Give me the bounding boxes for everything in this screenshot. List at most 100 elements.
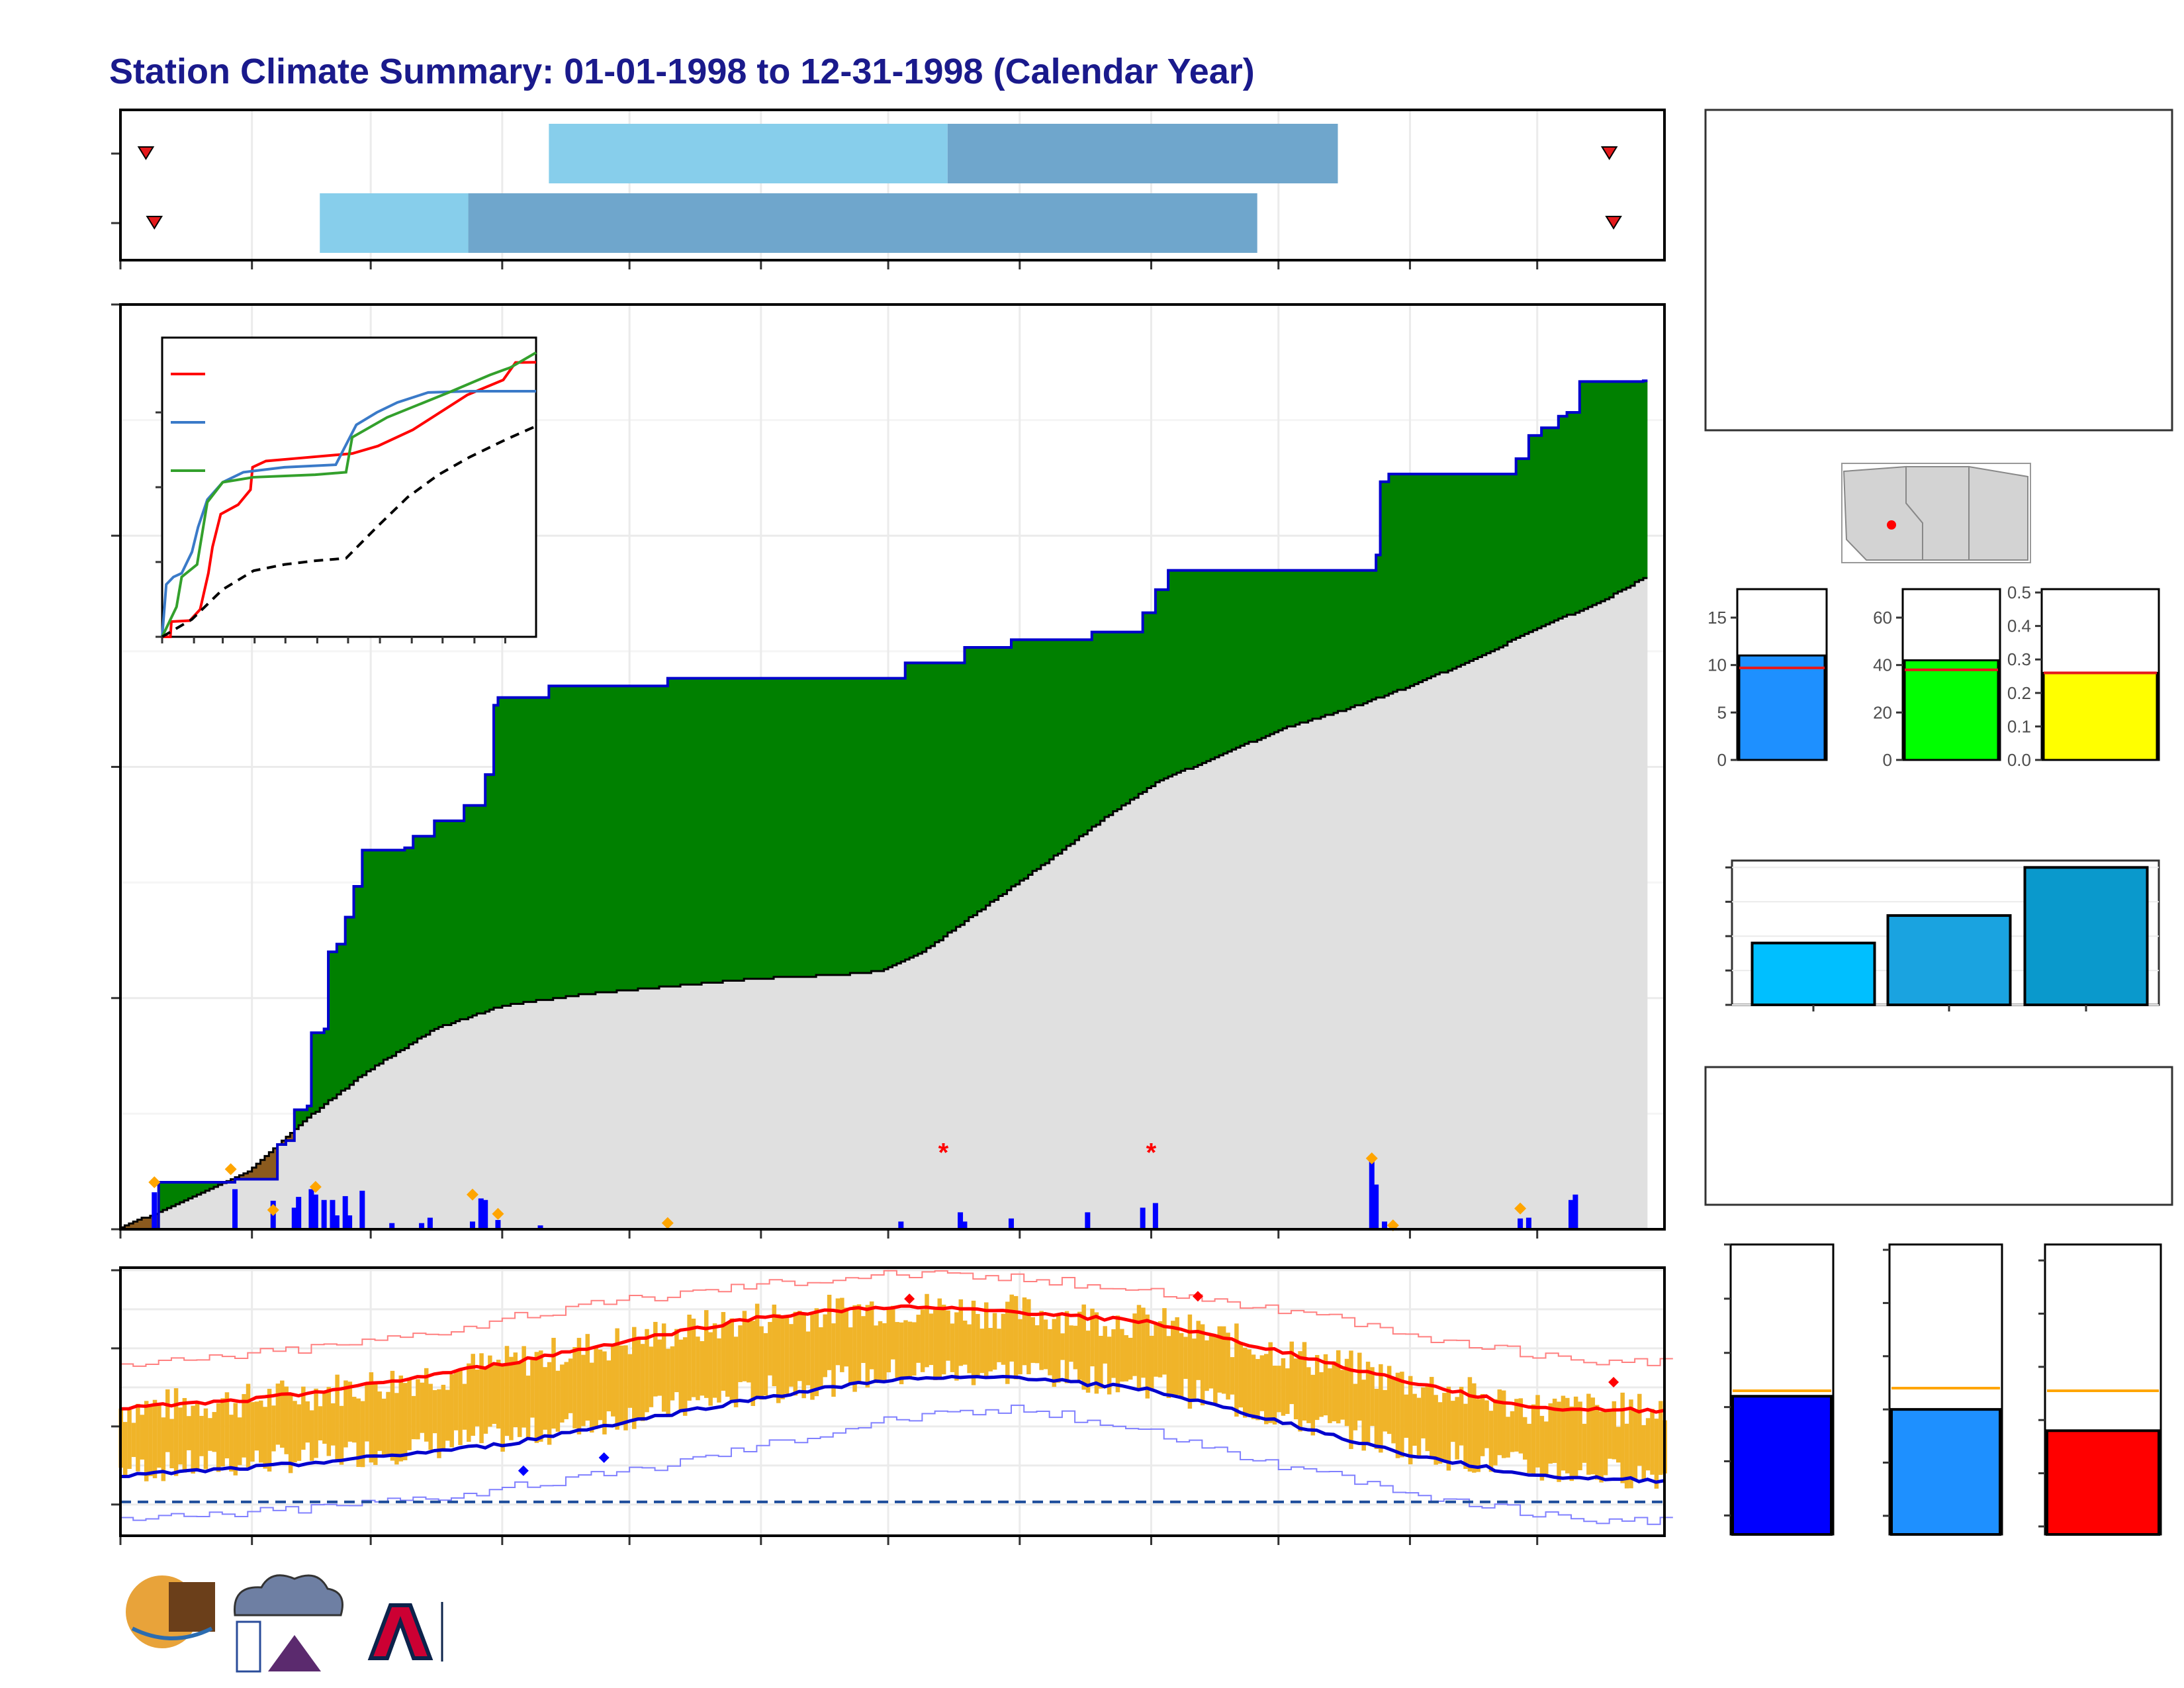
daily-temp-range-bar <box>496 1360 501 1429</box>
daily-temp-range-bar <box>1353 1383 1358 1430</box>
daily-temp-range-bar <box>852 1305 857 1392</box>
daily-temp-range-bar <box>645 1329 649 1413</box>
daily-temp-range-bar <box>1069 1325 1073 1362</box>
daily-temp-range-bar <box>390 1370 395 1461</box>
daily-temp-range-bar <box>1154 1323 1158 1377</box>
daily-precip-bar <box>308 1189 314 1229</box>
daily-temp-range-bar <box>1094 1312 1099 1394</box>
daily-temp-range-bar <box>432 1389 437 1434</box>
daily-temp-range-bar <box>776 1314 781 1403</box>
daily-temp-range-bar <box>729 1318 734 1401</box>
daily-temp-range-bar <box>878 1321 883 1380</box>
daily-temp-range-bar <box>1522 1417 1527 1460</box>
summary-y-tick-label: 0.5 <box>2007 583 2031 602</box>
daily-temp-range-bar <box>424 1368 429 1442</box>
daily-temp-range-bar <box>725 1322 730 1397</box>
event-marker <box>1514 1202 1527 1215</box>
daily-temp-range-bar <box>1573 1396 1578 1478</box>
daily-temp-range-bar <box>920 1309 925 1372</box>
daily-temp-range-bar <box>899 1322 904 1385</box>
temp-summary-bar-0 <box>1731 1395 1833 1536</box>
daily-temp-range-bar <box>402 1383 408 1460</box>
daily-temp-range-bar <box>483 1366 488 1434</box>
daily-precip-bar <box>1568 1199 1574 1229</box>
record-max-hit <box>1192 1291 1203 1302</box>
daily-temp-range-bar <box>1060 1333 1065 1360</box>
daily-temp-range-bar <box>1103 1326 1107 1364</box>
daily-temp-range-bar <box>1437 1402 1443 1464</box>
daily-temp-range-bar <box>479 1353 484 1444</box>
daily-temp-range-bar <box>233 1403 238 1476</box>
daily-temp-range-bar <box>606 1360 612 1412</box>
daily-temp-range-bar <box>1187 1314 1193 1409</box>
daily-temp-range-bar <box>467 1363 471 1442</box>
daily-temp-range-bar <box>339 1405 344 1465</box>
daily-temp-range-bar <box>237 1417 242 1466</box>
daily-temp-range-bar <box>1637 1393 1642 1466</box>
timing-bar-q25-q50 <box>549 124 948 183</box>
summary-y-tick-label: 15 <box>1707 608 1727 628</box>
daily-temp-range-bar <box>1421 1387 1426 1438</box>
daily-temp-range-bar <box>865 1305 870 1388</box>
daily-temp-range-bar <box>1226 1333 1230 1400</box>
daily-temp-range-bar <box>585 1334 590 1421</box>
daily-temp-range-bar <box>182 1397 187 1473</box>
daily-temp-range-bar <box>801 1313 806 1399</box>
daily-temp-range-bar <box>1298 1351 1302 1432</box>
daily-temp-range-bar <box>976 1313 980 1379</box>
page-title: Station Climate Summary: 01-01-1998 to 1… <box>109 52 1255 91</box>
daily-temp-range-bar <box>691 1318 696 1397</box>
daily-precip-bar <box>1518 1218 1524 1229</box>
daily-temp-range-bar <box>814 1308 819 1397</box>
daily-temp-range-bar <box>1620 1392 1625 1483</box>
daily-temp-range-bar <box>1302 1342 1307 1421</box>
daily-temp-range-bar <box>1314 1354 1320 1421</box>
daily-precip-bar <box>537 1225 543 1229</box>
avg-max-line <box>120 1304 1665 1414</box>
daily-temp-range-bar <box>229 1415 234 1472</box>
daily-temp-range-bar <box>301 1386 306 1450</box>
daily-temp-range-bar <box>475 1369 480 1427</box>
daily-temp-range-bar <box>1242 1347 1248 1418</box>
daily-temp-range-bar <box>1561 1395 1566 1471</box>
daily-temp-range-bar <box>416 1379 420 1440</box>
daily-temp-range-bar <box>810 1314 815 1400</box>
daily-temp-range-bar <box>1247 1349 1251 1416</box>
daily-temp-range-bar <box>1043 1319 1048 1370</box>
daily-temp-range-bar <box>627 1354 633 1408</box>
daily-temp-range-bar <box>1166 1336 1171 1398</box>
daily-temp-range-bar <box>670 1346 675 1401</box>
ua-logo-a <box>367 1603 433 1660</box>
daily-temp-range-bar <box>1349 1350 1353 1449</box>
daily-temp-range-bar <box>1149 1335 1154 1389</box>
summary-y-tick-label: 0.4 <box>2007 616 2031 636</box>
daily-temp-range-bar <box>1340 1370 1345 1420</box>
daily-temp-range-bar <box>1501 1390 1506 1458</box>
daily-temp-range-bar <box>1162 1308 1167 1375</box>
timing-first-marker <box>146 216 163 230</box>
daily-temp-range-bar <box>1476 1399 1480 1472</box>
daily-temp-range-bar <box>1391 1379 1396 1444</box>
record-min-hit <box>518 1465 529 1476</box>
daily-temp-range-bar <box>1641 1425 1646 1480</box>
daily-temp-range-bar <box>420 1382 425 1433</box>
daily-temp-range-bar <box>568 1358 573 1413</box>
daily-temp-range-bar <box>437 1389 441 1458</box>
daily-temp-range-bar <box>1158 1321 1163 1378</box>
daily-temp-range-bar <box>1336 1350 1341 1424</box>
daily-temp-range-bar <box>598 1349 603 1421</box>
precip-frame <box>119 303 1666 1231</box>
temperature-panel <box>111 1266 1673 1545</box>
daily-temp-range-bar <box>488 1355 492 1427</box>
daily-temp-range-bar <box>428 1383 433 1450</box>
daily-temp-range-bar <box>912 1322 917 1376</box>
daily-temp-range-bar <box>330 1403 336 1446</box>
daily-temp-range-bar <box>1259 1355 1265 1411</box>
daily-temp-range-bar <box>827 1294 832 1370</box>
daily-temp-range-bar <box>708 1332 713 1406</box>
daily-temp-range-bar <box>246 1383 251 1468</box>
daily-precip-bar <box>1381 1221 1387 1229</box>
missing-marker: * <box>938 1139 949 1168</box>
daily-temp-range-bar <box>733 1336 739 1407</box>
daily-temp-range-bar <box>288 1393 293 1474</box>
